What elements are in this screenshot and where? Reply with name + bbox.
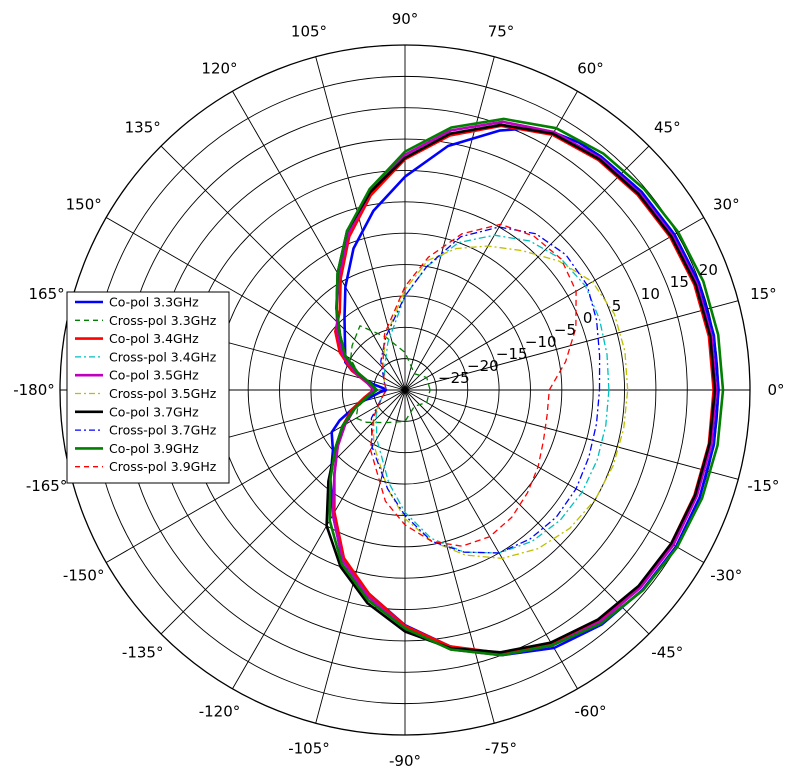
theta-tick-label: 45° xyxy=(654,119,681,137)
theta-tick-label: -90° xyxy=(389,752,421,770)
theta-tick-label: -75° xyxy=(485,739,517,757)
grid-spoke xyxy=(160,145,406,391)
grid-spoke xyxy=(105,389,406,563)
grid-spoke xyxy=(404,389,650,635)
plot-frame xyxy=(59,44,751,736)
legend-label: Co-pol 3.3GHz xyxy=(109,295,199,310)
legend-box xyxy=(66,291,230,484)
theta-tick-label: -150° xyxy=(63,567,105,585)
theta-tick-label: 15° xyxy=(750,285,777,303)
r-tick-label: −5 xyxy=(554,321,576,339)
series-line xyxy=(370,226,601,554)
theta-tick-label: 75° xyxy=(488,23,515,41)
grid-spoke xyxy=(404,389,705,563)
legend-label: Cross-pol 3.4GHz xyxy=(109,349,217,364)
grid-spoke xyxy=(404,217,705,391)
theta-tick-label: -30° xyxy=(710,567,742,585)
r-tick-label: 0 xyxy=(583,309,593,327)
grid-spoke xyxy=(232,90,406,391)
r-tick-label: 10 xyxy=(641,285,660,303)
legend-label: Cross-pol 3.7GHz xyxy=(109,423,217,438)
r-tick-label: 20 xyxy=(699,261,718,279)
theta-tick-label: -180° xyxy=(13,381,55,399)
series-lines xyxy=(325,117,725,657)
theta-tick-label: 0° xyxy=(767,381,784,399)
r-tick-label: −20 xyxy=(467,357,499,375)
theta-tick-label: -15° xyxy=(747,477,779,495)
legend-label: Cross-pol 3.9GHz xyxy=(109,459,217,474)
theta-tick-label: -60° xyxy=(575,702,607,720)
grid-spoke xyxy=(160,389,406,635)
legend-label: Co-pol 3.5GHz xyxy=(109,368,199,383)
grid-spoke xyxy=(404,300,739,391)
theta-tick-label: -120° xyxy=(199,702,241,720)
theta-tick-label: 135° xyxy=(125,119,161,137)
grid-spoke xyxy=(404,389,739,480)
legend-label: Cross-pol 3.3GHz xyxy=(109,313,217,328)
legend: Co-pol 3.3GHz Cross-pol 3.3GHz Co-pol 3.4G… xyxy=(66,291,230,484)
legend-label: Co-pol 3.9GHz xyxy=(109,441,199,456)
theta-tick-label: 60° xyxy=(577,60,604,78)
theta-tick-label: 120° xyxy=(201,60,237,78)
legend-label: Co-pol 3.4GHz xyxy=(109,331,199,346)
theta-tick-label: 105° xyxy=(291,23,327,41)
theta-tick-label: -165° xyxy=(26,477,68,495)
theta-tick-label: 90° xyxy=(392,10,419,28)
grid-spoke xyxy=(404,56,495,391)
theta-tick-label: -135° xyxy=(122,643,164,661)
legend-label: Cross-pol 3.5GHz xyxy=(109,386,217,401)
grid-spoke xyxy=(315,389,406,724)
r-tick-label: −15 xyxy=(496,345,528,363)
theta-tick-label: -105° xyxy=(288,739,330,757)
r-tick-label: −10 xyxy=(525,333,557,351)
grid-spoke xyxy=(404,389,495,724)
angle-tick-labels: 0° 15° 30° 45° 60° 75° 90° 105° 120° 135° 150° 165°… xyxy=(13,10,784,770)
theta-tick-label: 30° xyxy=(713,196,740,214)
grid-spoke xyxy=(315,56,406,391)
theta-tick-label: -45° xyxy=(651,643,683,661)
r-tick-label: −25 xyxy=(438,369,470,387)
r-tick-label: 5 xyxy=(612,297,622,315)
grid-spoke xyxy=(404,389,578,690)
legend-label: Co-pol 3.7GHz xyxy=(109,404,199,419)
series-line xyxy=(328,117,725,657)
grid-spoke xyxy=(404,90,578,391)
series-line xyxy=(369,223,577,547)
grid-spoke xyxy=(232,389,406,690)
r-tick-label: 15 xyxy=(670,273,689,291)
grid-spoke xyxy=(105,217,406,391)
theta-tick-label: 150° xyxy=(66,196,102,214)
radial-tick-labels: −25−20−15−10−5 0 5 10 15 20 xyxy=(438,261,718,387)
theta-tick-label: 165° xyxy=(29,285,65,303)
grid-spoke xyxy=(404,145,650,391)
